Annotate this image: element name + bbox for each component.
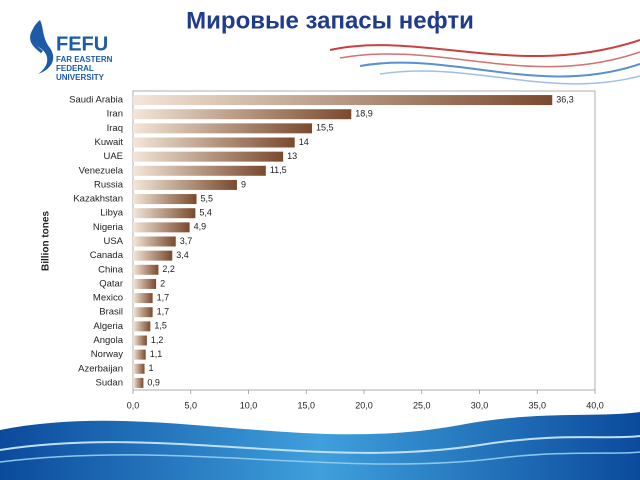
bar: [133, 137, 295, 148]
value-label: 15,5: [316, 123, 334, 133]
value-label: 3,4: [176, 250, 189, 260]
logo-line: UNIVERSITY: [56, 73, 105, 82]
value-label: 5,5: [201, 193, 214, 203]
value-label: 11,5: [270, 165, 287, 175]
bar: [133, 222, 190, 233]
bar: [133, 165, 266, 176]
x-tick-label: 15,0: [297, 400, 315, 410]
value-label: 1,7: [157, 292, 170, 302]
value-label: 36,3: [556, 94, 574, 104]
value-label: 1,2: [151, 335, 164, 345]
bar: [133, 278, 157, 289]
x-tick-label: 0,0: [127, 400, 140, 410]
y-tick-label: Kazakhstan: [73, 194, 123, 205]
y-tick-label: Venezuela: [79, 165, 124, 176]
logo: FEFU FAR EASTERN FEDERAL UNIVERSITY: [30, 20, 113, 82]
bar: [133, 264, 159, 275]
value-label: 1,5: [154, 321, 167, 331]
y-axis-label: Billion tones: [41, 211, 52, 271]
bar: [133, 377, 144, 388]
value-label: 2: [160, 278, 165, 288]
x-tick-label: 25,0: [413, 400, 431, 410]
bar: [133, 109, 352, 120]
bar: [133, 307, 153, 318]
y-tick-label: Brasil: [99, 307, 123, 318]
y-tick-label: Angola: [93, 335, 123, 346]
y-tick-label: Kuwait: [94, 137, 123, 148]
bar: [133, 363, 145, 374]
value-label: 2,2: [162, 264, 175, 274]
y-tick-label: Iran: [107, 109, 123, 120]
bar: [133, 250, 173, 261]
bar: [133, 321, 151, 332]
bar: [133, 194, 197, 205]
bar: [133, 123, 313, 134]
y-tick-label: Nigeria: [93, 222, 124, 233]
y-tick-label: Qatar: [99, 278, 123, 289]
value-label: 1,1: [150, 349, 163, 359]
bar: [133, 236, 176, 247]
value-label: 9: [241, 179, 246, 189]
bar: [133, 95, 553, 106]
x-tick-label: 40,0: [586, 400, 604, 410]
y-tick-label: Norway: [91, 349, 123, 360]
decor-bottom: [0, 412, 640, 480]
value-label: 1: [149, 363, 154, 373]
x-tick-label: 10,0: [240, 400, 258, 410]
value-label: 4,9: [194, 222, 207, 232]
value-label: 0,9: [147, 377, 160, 387]
y-tick-label: Canada: [90, 250, 124, 261]
bar: [133, 179, 237, 190]
y-tick-label: Sudan: [96, 377, 123, 388]
x-tick-label: 30,0: [471, 400, 489, 410]
x-tick-label: 5,0: [184, 400, 197, 410]
plot-frame: [132, 90, 596, 391]
decor-top: [329, 39, 640, 85]
bar: [133, 335, 147, 346]
y-tick-label: Mexico: [93, 293, 123, 304]
y-tick-label: China: [98, 264, 124, 275]
y-tick-label: Algeria: [93, 321, 123, 332]
value-label: 14: [299, 137, 309, 147]
logo-line: FEDERAL: [56, 64, 94, 73]
bar: [133, 151, 284, 162]
bar: [133, 293, 153, 304]
y-tick-label: UAE: [103, 151, 123, 162]
value-label: 5,4: [199, 208, 212, 218]
x-tick-label: 20,0: [355, 400, 373, 410]
value-label: 18,9: [355, 109, 373, 119]
y-tick-label: Libya: [100, 208, 123, 219]
logo-line: FAR EASTERN: [56, 55, 113, 64]
chart-title: Мировые запасы нефти: [186, 7, 474, 34]
y-tick-label: Russia: [94, 179, 124, 190]
bar: [133, 349, 146, 360]
bar: [133, 208, 196, 219]
y-tick-label: Saudi Arabia: [69, 95, 124, 106]
y-tick-label: Iraq: [107, 123, 123, 134]
y-tick-label: Azerbaijan: [78, 363, 123, 374]
x-tick-label: 35,0: [528, 400, 546, 410]
logo-mark: FEFU: [56, 33, 108, 55]
value-label: 3,7: [180, 236, 193, 246]
value-label: 1,7: [157, 307, 170, 317]
value-label: 13: [287, 151, 297, 161]
y-tick-label: USA: [103, 236, 123, 247]
